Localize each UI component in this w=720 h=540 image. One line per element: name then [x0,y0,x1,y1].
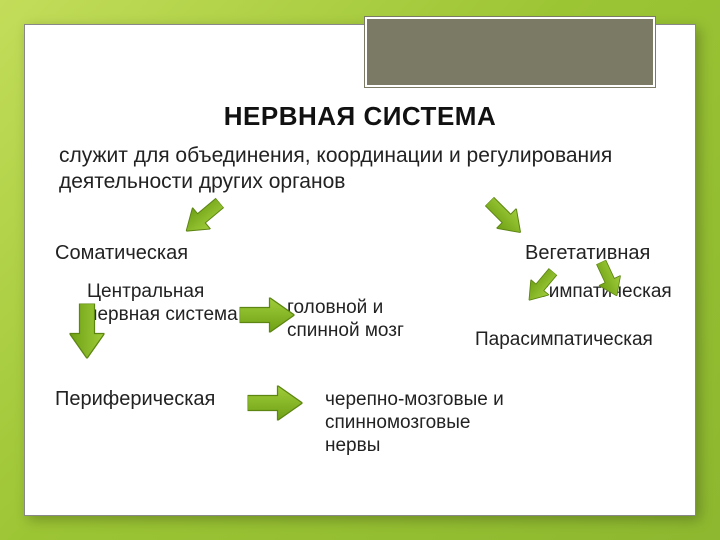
node-brain_spinal: головной и спинной мозг [287,297,437,343]
content-panel: НЕРВНАЯ СИСТЕМА служит для объединения, … [24,24,696,516]
arrow-icon [240,298,295,339]
node-somatic: Соматическая [55,241,188,265]
node-parasympathetic: Парасимпатическая [475,329,653,352]
arrow-icon [63,304,104,359]
node-vegetative: Вегетативная [525,241,650,265]
node-cranial_spinal: черепно-мозговые и спинномозговые нервы [325,389,515,457]
header-decor-box [365,17,655,87]
page-title: НЕРВНАЯ СИСТЕМА [25,101,695,132]
subtitle-text: служит для объединения, координации и ре… [59,143,661,196]
arrow-icon [476,192,530,246]
node-peripheral: Периферическая [55,387,215,411]
arrow-icon [248,386,303,427]
node-central: Центральная нервная система [87,281,247,327]
arrow-icon [174,188,229,242]
slide: НЕРВНАЯ СИСТЕМА служит для объединения, … [0,0,720,540]
